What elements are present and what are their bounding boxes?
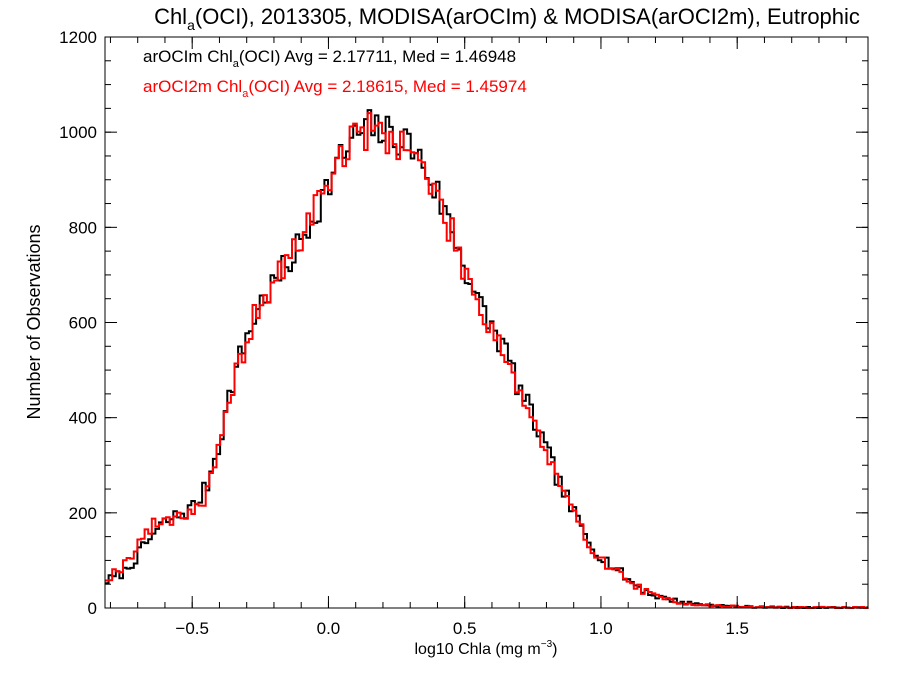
x-axis-label: log10 Chla (mg m−3) [414, 639, 557, 658]
x-tick-label: −0.5 [175, 619, 209, 638]
y-tick-label: 600 [69, 314, 97, 333]
y-tick-label: 1200 [59, 28, 97, 47]
y-tick-label: 800 [69, 218, 97, 237]
axis-ticks: −0.5 0.0 0.5 1.0 1.5 0 200 400 600 800 1000 1200 [59, 28, 868, 638]
x-tick-label: 0.0 [317, 619, 341, 638]
legend-entry-aroclm: arOCIm Chla(OCI) Avg = 2.17711, Med = 1.… [143, 47, 516, 70]
x-tick-label: 1.5 [725, 619, 749, 638]
series-layer [105, 109, 869, 609]
y-tick-label: 200 [69, 504, 97, 523]
series-line-1 [105, 112, 869, 609]
y-tick-label: 1000 [59, 123, 97, 142]
legend-entry-arocl2m: arOCI2m Chla(OCI) Avg = 2.18615, Med = 1… [143, 77, 527, 100]
y-axis-label: Number of Observations [24, 224, 44, 419]
x-tick-label: 1.0 [589, 619, 613, 638]
chart-title: Chla(OCI), 2013305, MODISA(arOCIm) & MOD… [154, 4, 860, 33]
series-line-0 [105, 109, 869, 609]
y-tick-label: 400 [69, 409, 97, 428]
y-tick-label: 0 [88, 599, 97, 618]
x-tick-label: 0.5 [453, 619, 477, 638]
